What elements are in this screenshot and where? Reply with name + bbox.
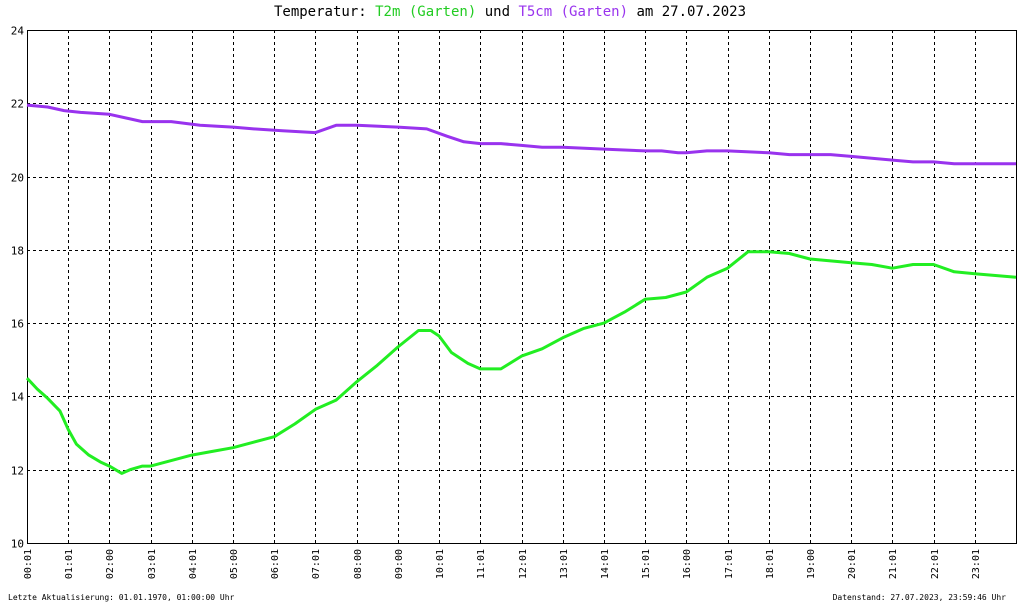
plot-area [27,30,1017,544]
series-line-t5cm [26,103,1016,166]
x-tick-label: 14:01 [600,549,611,579]
y-tick-label: 24 [11,25,25,38]
x-tick-label: 03:01 [147,549,158,579]
y-tick-label: 18 [11,245,24,258]
x-tick-label: 13:01 [559,549,570,579]
x-tick-label: 08:00 [353,549,364,579]
x-tick-label: 01:01 [64,549,75,579]
x-tick-label: 17:01 [724,549,735,579]
x-tick-label: 04:01 [188,549,199,579]
footer-data-status: Datenstand: 27.07.2023, 23:59:46 Uhr [832,593,1006,602]
x-tick-label: 18:01 [765,549,776,579]
x-tick-label: 12:01 [518,549,529,579]
x-tick-label: 19:00 [806,549,817,579]
x-tick-label: 23:01 [971,549,982,579]
y-tick-label: 14 [11,391,25,404]
y-tick-label: 20 [11,172,24,185]
x-tick-label: 20:01 [847,549,858,579]
y-tick-label: 22 [11,98,24,111]
x-tick-label: 07:01 [311,549,322,579]
x-tick-label: 05:00 [229,549,240,579]
title-series-t2m: T2m (Garten) [375,4,477,20]
grid-lines [27,30,1016,543]
x-axis-ticks: 00:01 01:01 02:00 03:01 04:01 05:00 06:01 07:01… [23,549,982,579]
title-suffix: am 27.07.2023 [628,4,747,20]
y-tick-label: 16 [11,318,24,331]
x-tick-label: 02:00 [105,549,116,579]
y-tick-label: 12 [11,465,24,478]
series-lines [25,103,1017,475]
y-axis-ticks: 10 12 14 16 18 20 22 24 [11,25,25,551]
x-tick-label: 15:01 [641,549,652,579]
x-tick-label: 22:01 [930,549,941,579]
x-tick-label: 06:01 [270,549,281,579]
footer-last-update: Letzte Aktualisierung: 01.01.1970, 01:00… [8,593,235,602]
chart-title: Temperatur: T2m (Garten) und T5cm (Garte… [0,4,1020,20]
series-line-t2m [25,250,1017,475]
x-tick-label: 11:01 [476,549,487,579]
title-series-t5cm: T5cm (Garten) [518,4,629,20]
x-tick-label: 09:00 [394,549,405,579]
x-tick-label: 00:01 [23,549,34,579]
x-tick-label: 10:01 [435,549,446,579]
title-mid: und [476,4,519,20]
x-tick-label: 16:00 [682,549,693,579]
y-tick-label: 10 [11,538,24,551]
title-prefix: Temperatur: [273,4,376,20]
x-tick-label: 21:01 [888,549,899,579]
